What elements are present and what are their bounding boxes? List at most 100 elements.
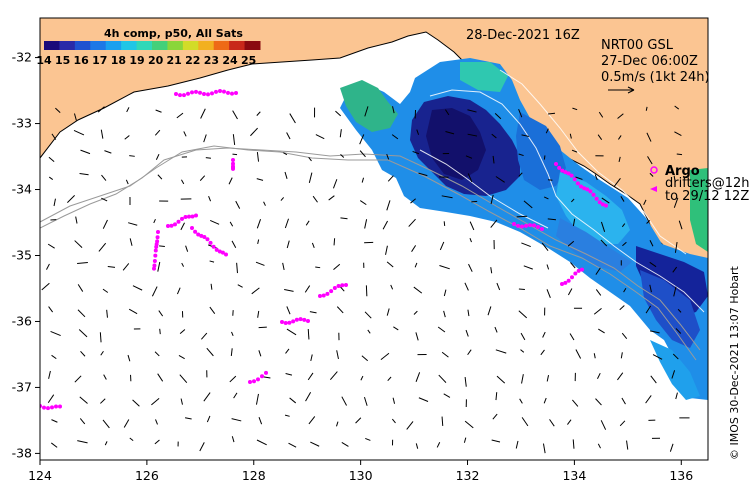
current-vector [132, 399, 140, 407]
current-vector [575, 349, 582, 359]
current-vector [335, 110, 342, 117]
colorbar-title: 4h comp, p50, All Sats [104, 27, 243, 40]
current-vector [545, 128, 549, 134]
current-vector [48, 176, 54, 180]
current-vector [228, 177, 233, 185]
current-vector [600, 239, 608, 247]
drifter-point [569, 173, 574, 178]
current-vector [282, 262, 285, 271]
current-vector [209, 220, 220, 225]
drifter-point [194, 89, 198, 94]
current-vector [542, 443, 546, 454]
current-vector [673, 175, 676, 181]
drifter-point [566, 171, 571, 176]
current-vector [286, 328, 297, 336]
drifter-point [214, 89, 218, 94]
current-vector [364, 106, 369, 117]
current-vector [80, 149, 91, 155]
current-vector [310, 354, 313, 362]
current-vector [181, 262, 185, 267]
current-vector [676, 153, 683, 156]
current-vector [549, 419, 555, 427]
current-vector [569, 133, 572, 139]
colorbar-swatch [213, 41, 230, 50]
drifter-point [256, 377, 260, 382]
current-vector [391, 134, 399, 140]
colorbar-swatch [44, 41, 60, 50]
current-vector [231, 418, 242, 422]
current-vector [418, 397, 429, 402]
drifter-point [287, 320, 292, 325]
current-vector [490, 219, 498, 228]
current-vector [336, 306, 344, 314]
current-vector [593, 308, 602, 315]
drifter-point [318, 294, 322, 298]
current-vector [311, 242, 315, 249]
current-vector [79, 172, 89, 176]
drifter-point [187, 214, 191, 219]
current-vector [359, 200, 367, 206]
colorbar-swatch [244, 41, 261, 50]
current-vector [286, 132, 291, 140]
colorbar-swatch [198, 41, 215, 50]
drifter-point [532, 223, 536, 228]
current-vector [518, 153, 524, 157]
current-vector [413, 310, 418, 315]
current-vector [126, 107, 130, 113]
bathymetry-contours [40, 145, 701, 361]
current-vector [594, 174, 598, 181]
current-vector [284, 171, 288, 179]
drifter-point [199, 233, 204, 238]
current-vector [256, 439, 267, 446]
current-vector [518, 172, 523, 177]
current-vector [157, 174, 163, 180]
drifter-point [155, 235, 160, 240]
current-vector [99, 332, 102, 343]
current-vector [315, 266, 321, 269]
current-vector [487, 306, 492, 316]
drifter-point [154, 244, 159, 249]
current-vector [176, 112, 184, 119]
current-vector [546, 264, 550, 270]
current-vector [101, 197, 108, 202]
current-vector [626, 440, 629, 450]
drifter-point [306, 318, 310, 323]
drifter-point [604, 203, 608, 208]
current-vector [185, 417, 192, 420]
current-vector [73, 113, 77, 121]
current-vector [101, 174, 107, 181]
current-vector [361, 177, 365, 183]
colorbar-swatch [136, 41, 153, 50]
drifter-point [202, 92, 206, 97]
current-vector [315, 134, 325, 140]
current-vector [79, 396, 88, 404]
current-vector [569, 333, 575, 341]
drifter-point [178, 93, 182, 98]
current-vector [643, 199, 647, 206]
drifter-point [152, 266, 156, 271]
drifter-point [248, 380, 252, 384]
current-vector [305, 220, 310, 226]
drifter-point [294, 317, 299, 322]
current-vector [572, 439, 575, 449]
current-vector [157, 261, 161, 272]
current-vector [231, 240, 237, 248]
current-vector [48, 306, 54, 313]
current-vector [129, 437, 134, 442]
current-vector [103, 374, 107, 380]
current-vector [312, 195, 318, 203]
current-vector [471, 200, 478, 203]
current-vector [200, 332, 208, 340]
drifter-point [572, 177, 577, 182]
current-vector [329, 371, 338, 380]
current-vector [308, 172, 313, 183]
drifter-point [588, 189, 593, 194]
sst-colorbar: 4h comp, p50, All Sats 14 15 16 17 18 19 20 21 2… [36, 27, 261, 67]
drifter-point [198, 90, 202, 95]
current-vector [53, 198, 56, 207]
drifter-point [560, 168, 565, 173]
current-vector [467, 133, 478, 137]
drifter-point [582, 186, 587, 191]
current-vector [621, 332, 628, 340]
drifter-point [54, 404, 58, 409]
